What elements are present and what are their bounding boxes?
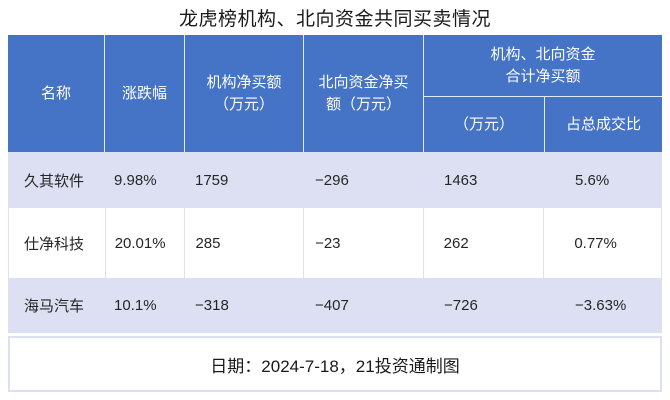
table-cell: −23 [304, 208, 424, 278]
table-header: 名称 涨跌幅 机构净买额 （万元） 北向资金净买 额（万元） 机构、北向资金 合… [8, 35, 662, 152]
table-cell: −726 [444, 297, 478, 314]
header-combined-title: 机构、北向资金 合计净买额 [424, 35, 662, 97]
header-name: 名称 [8, 35, 105, 152]
table-row: 海马汽车 10.1% −318 −407 −726 −3.63% [8, 278, 662, 333]
table-cell: 1463 [444, 171, 478, 189]
table-cell: −318 [195, 297, 229, 314]
chart-title: 龙虎榜机构、北向资金共同买卖情况 [178, 9, 491, 30]
table-cell: −3.63% [575, 297, 627, 314]
table-cell: 仕净科技 [9, 208, 106, 278]
table-cell: 10.1% [114, 297, 157, 314]
data-table: 名称 涨跌幅 机构净买额 （万元） 北向资金净买 额（万元） 机构、北向资金 合… [8, 35, 662, 392]
table-cell: −296 [315, 171, 349, 189]
source-note: 日期：2024-7-18，21投资通制图 [8, 336, 662, 392]
header-change: 涨跌幅 [105, 35, 185, 152]
table-cell: −407 [315, 297, 349, 314]
table-cell: 久其软件 [24, 172, 85, 190]
table-row: 久其软件 9.98% 1759 −296 1463 5.6% [8, 152, 662, 208]
table-row: 仕净科技 20.01% 285 −23 262 0.77% [8, 208, 662, 278]
header-north-net-buy: 北向资金净买 额（万元） [304, 35, 424, 152]
table-cell: 5.6% [575, 171, 610, 189]
table-cell: 0.77% [574, 234, 617, 252]
table-cell: 海马汽车 [24, 298, 85, 315]
table-cell: 20.01% [106, 208, 186, 278]
header-combined-ratio: 占总成交比 [565, 115, 641, 133]
header-combined-amount: （万元） [424, 97, 545, 152]
table-cell: 9.98% [114, 171, 157, 189]
header-combined-subrow: （万元） 占总成交比 [424, 97, 662, 152]
table-cell: 1759 [195, 171, 229, 189]
table-cell: 262 [424, 208, 545, 278]
table-cell: 285 [185, 208, 305, 278]
header-inst-net-buy: 机构净买额 （万元） [185, 35, 304, 152]
header-combined-group: 机构、北向资金 合计净买额 （万元） 占总成交比 [424, 35, 662, 152]
table-body: 久其软件 9.98% 1759 −296 1463 5.6% 仕净科技 20.01% 285 −2… [8, 152, 662, 333]
